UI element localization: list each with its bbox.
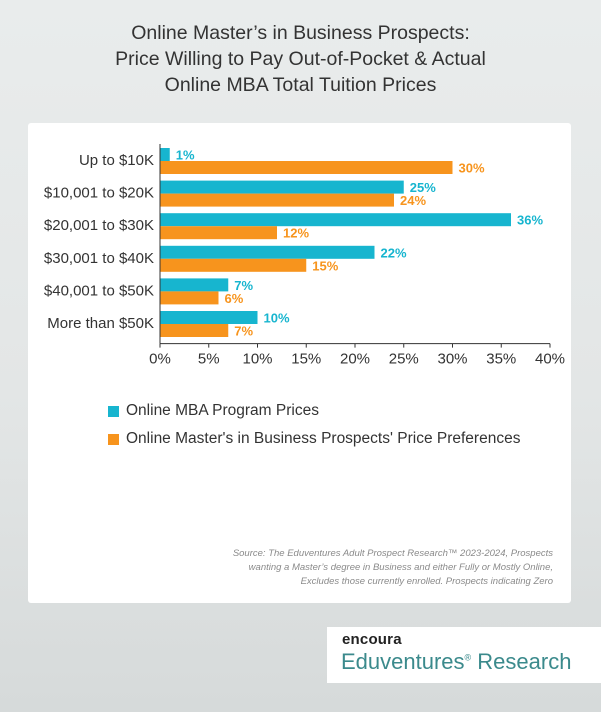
title-line-2: Price Willing to Pay Out-of-Pocket & Act… (115, 48, 486, 70)
bar-mba-prices (160, 180, 404, 194)
legend-item-mba-prices: Online MBA Program Prices (108, 401, 520, 421)
category-label: $10,001 to $20K (44, 185, 154, 202)
brand-eduventures-wordmark: Eduventures® Research (341, 649, 571, 675)
bar-mba-prices (160, 278, 229, 292)
brand-research-text: Research (471, 649, 572, 674)
legend-item-prospect-preferences: Online Master's in Business Prospects' P… (108, 429, 520, 449)
category-label: $40,001 to $50K (44, 282, 154, 299)
data-label: 6% (225, 291, 244, 306)
category-label: $20,001 to $30K (44, 217, 154, 234)
category-label: Up to $10K (79, 152, 154, 169)
legend: Online MBA Program Prices Online Master'… (108, 401, 520, 457)
x-tick-label: 35% (486, 351, 516, 368)
data-label: 22% (381, 245, 407, 260)
bar-prospect-preferences (160, 193, 394, 207)
brand-eduventures-text: Eduventures (341, 649, 465, 674)
legend-label-mba-prices: Online MBA Program Prices (126, 402, 319, 419)
chart-title: Online Master’s in Business Prospects: P… (0, 20, 601, 98)
data-label: 25% (410, 180, 436, 195)
bar-prospect-preferences (160, 258, 307, 272)
brand-encoura-wordmark: encoura (342, 631, 402, 648)
title-line-1: Online Master’s in Business Prospects: (131, 22, 470, 44)
source-line-3: Excludes those currently enrolled. Prosp… (300, 576, 553, 587)
legend-label-prospect-preferences: Online Master's in Business Prospects' P… (126, 430, 521, 447)
data-label: 12% (283, 226, 309, 241)
brand-logo: encoura Eduventures® Research (327, 627, 601, 683)
bar-prospect-preferences (160, 324, 229, 337)
chart-card: Up to $10K 1% 30% $10,001 to $20K 25% 24% $20,… (28, 123, 571, 603)
legend-swatch-prospect-preferences (108, 433, 119, 445)
category-label: $30,001 to $40K (44, 250, 154, 267)
bar-mba-prices (160, 311, 258, 324)
source-line-2: wanting a Master’s degree in Business an… (248, 562, 553, 573)
data-label: 10% (264, 311, 290, 326)
bar-prospect-preferences (160, 291, 219, 305)
x-tick-label: 30% (437, 351, 467, 368)
source-line-1: Source: The Eduventures Adult Prospect R… (232, 548, 553, 559)
data-label: 36% (517, 213, 543, 228)
title-line-3: Online MBA Total Tuition Prices (164, 74, 437, 96)
bar-prospect-preferences (160, 161, 453, 174)
bar-mba-prices (160, 213, 511, 227)
data-label: 15% (312, 258, 338, 273)
data-label: 30% (459, 161, 485, 176)
bar-chart: Up to $10K 1%30%$10,001 to $20K 25%24%$20,… (44, 144, 565, 368)
brand-registered-mark: ® (464, 652, 472, 663)
x-tick-label: 40% (535, 351, 565, 368)
x-tick-label: 0% (149, 351, 171, 368)
bar-mba-prices (160, 245, 375, 259)
category-label: More than $50K (47, 315, 154, 332)
x-tick-label: 25% (389, 351, 419, 368)
legend-swatch-mba-prices (108, 405, 119, 417)
data-label: 7% (234, 278, 253, 293)
data-label: 24% (400, 193, 426, 208)
x-tick-label: 15% (291, 351, 321, 368)
data-label: 7% (234, 324, 253, 339)
x-tick-label: 20% (340, 351, 370, 368)
x-tick-label: 10% (242, 351, 272, 368)
data-label: 1% (176, 148, 195, 163)
x-tick-label: 5% (198, 351, 220, 368)
source-note: Source: The Eduventures Adult Prospect R… (173, 547, 553, 589)
bar-mba-prices (160, 148, 170, 161)
bar-prospect-preferences (160, 226, 277, 240)
